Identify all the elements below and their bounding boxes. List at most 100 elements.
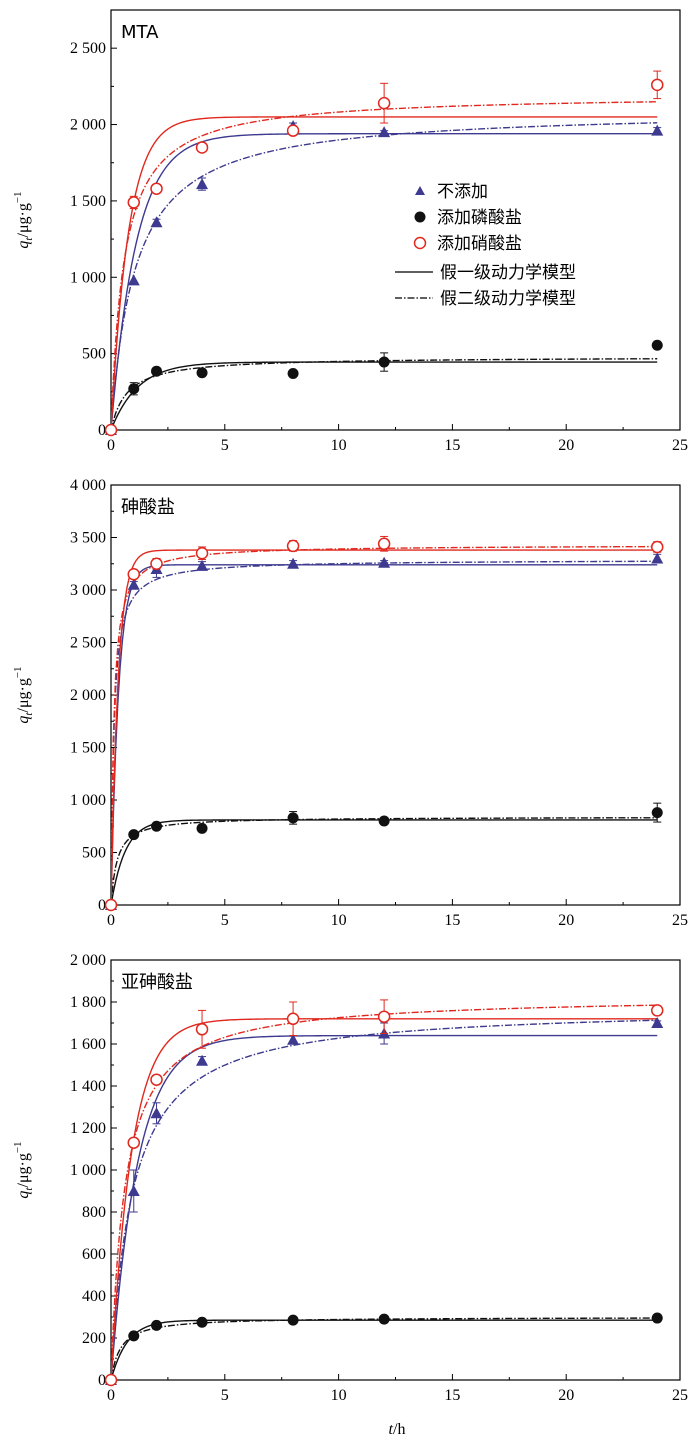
y-tick-label: 500 <box>82 346 106 363</box>
x-tick-label: 10 <box>331 437 347 454</box>
y-tick-label: 1 000 <box>70 1162 106 1179</box>
legend-label-pfo: 假一级动力学模型 <box>440 263 576 283</box>
x-tick-label: 5 <box>221 437 229 454</box>
y-tick-label: 4 000 <box>70 477 106 494</box>
pso-curve-none <box>111 560 658 905</box>
point-none <box>196 559 209 571</box>
y-tick-label: 1 600 <box>70 1036 106 1053</box>
point-nitrate <box>650 540 664 554</box>
point-none <box>651 552 664 564</box>
point-none <box>127 1185 140 1196</box>
panel-title: MTA <box>121 22 159 43</box>
pfo-curve-phosphate <box>111 1319 658 1380</box>
y-tick-label: 2 500 <box>70 40 106 57</box>
point-phosphate <box>287 1314 299 1326</box>
legend-label-nitrate: 添加硝酸盐 <box>437 234 522 254</box>
point-nitrate <box>195 547 209 560</box>
point-none <box>150 216 163 228</box>
point-phosphate <box>196 367 208 379</box>
x-tick-label: 10 <box>331 1387 347 1404</box>
data-points <box>104 999 664 1387</box>
point-phosphate <box>287 367 299 379</box>
point-phosphate <box>651 339 663 351</box>
y-tick-label: 0 <box>98 897 106 914</box>
point-nitrate <box>195 141 209 154</box>
point-nitrate <box>286 124 300 137</box>
point-nitrate <box>377 96 391 110</box>
point-none <box>378 126 391 138</box>
point-nitrate <box>127 568 141 581</box>
y-tick-label: 600 <box>82 1246 106 1263</box>
plot-frame <box>110 9 681 431</box>
point-none <box>287 557 300 569</box>
point-phosphate <box>196 1316 208 1328</box>
x-tick-label: 20 <box>558 912 574 929</box>
point-phosphate <box>128 383 140 395</box>
point-phosphate <box>151 820 163 832</box>
point-none <box>651 124 664 136</box>
legend-marker-nitrate <box>413 236 427 250</box>
x-tick-label: 10 <box>331 912 347 929</box>
legend-label-pso: 假二级动力学模型 <box>440 289 576 309</box>
panel-title: 砷酸盐 <box>121 497 175 518</box>
point-nitrate <box>377 537 391 551</box>
point-phosphate <box>128 1330 140 1342</box>
y-tick-label: 1 500 <box>70 740 106 757</box>
model-curves <box>111 545 658 905</box>
point-phosphate <box>151 1319 163 1331</box>
legend: 不添加 添加磷酸盐 添加硝酸盐 假一级动力学模型 假二级动力学模型 <box>395 182 576 309</box>
point-phosphate <box>128 829 140 841</box>
pfo-curve-none <box>111 1034 658 1380</box>
point-phosphate <box>651 807 663 819</box>
x-axis-label: t/h <box>389 1421 406 1438</box>
x-tick-label: 0 <box>107 912 115 929</box>
data-points <box>104 535 664 912</box>
point-nitrate <box>650 78 664 92</box>
x-tick-label: 25 <box>672 912 688 929</box>
y-tick-label: 400 <box>82 1288 106 1305</box>
y-tick-label: 1 000 <box>70 792 106 809</box>
point-none <box>287 1033 300 1045</box>
point-nitrate <box>104 1373 118 1387</box>
point-none <box>127 274 140 286</box>
pfo-curve-nitrate <box>111 1018 658 1380</box>
point-nitrate <box>127 196 141 209</box>
pso-curve-nitrate <box>111 545 658 905</box>
point-phosphate <box>287 812 299 824</box>
pso-curve-phosphate <box>111 1317 658 1380</box>
y-tick-label: 1 800 <box>70 994 106 1011</box>
pfo-curve-nitrate <box>111 549 658 905</box>
y-tick-label: 0 <box>98 1372 106 1389</box>
legend-label-phosphate: 添加磷酸盐 <box>437 208 522 228</box>
point-nitrate <box>150 557 163 570</box>
y-tick-label: 0 <box>98 422 106 439</box>
point-nitrate <box>286 539 300 553</box>
plot-frame <box>110 959 681 1381</box>
panel-3: 0 5 10 15 20 25 0 200 400 600 800 1 000 1 200 1 400 1 … <box>12 952 688 1404</box>
y-tick-label: 2 500 <box>70 635 106 652</box>
point-nitrate <box>286 1012 300 1026</box>
x-tick-label: 25 <box>672 437 688 454</box>
legend-marker-none <box>415 186 425 195</box>
x-tick-label: 25 <box>672 1387 688 1404</box>
y-tick-label: 3 500 <box>70 530 106 547</box>
pfo-curve-phosphate <box>111 819 658 905</box>
pfo-curve-none <box>111 564 658 905</box>
point-nitrate <box>104 898 118 912</box>
pfo-curve-phosphate <box>111 361 658 430</box>
panel-title: 亚砷酸盐 <box>121 972 193 993</box>
panel-2: 0 5 10 15 20 25 0 500 1 000 1 500 2 000 2 500 3 000 3… <box>12 477 688 929</box>
y-tick-label: 3 000 <box>70 582 106 599</box>
x-tick-label: 0 <box>107 1387 115 1404</box>
x-tick-label: 0 <box>107 437 115 454</box>
x-tick-label: 20 <box>558 1387 574 1404</box>
y-tick-label: 800 <box>82 1204 106 1221</box>
point-nitrate <box>150 182 163 195</box>
pso-curve-none <box>111 1019 658 1380</box>
point-nitrate <box>104 423 118 437</box>
point-nitrate <box>377 1010 391 1023</box>
point-nitrate <box>127 1136 141 1149</box>
point-none <box>651 1017 664 1028</box>
point-phosphate <box>651 1312 663 1324</box>
